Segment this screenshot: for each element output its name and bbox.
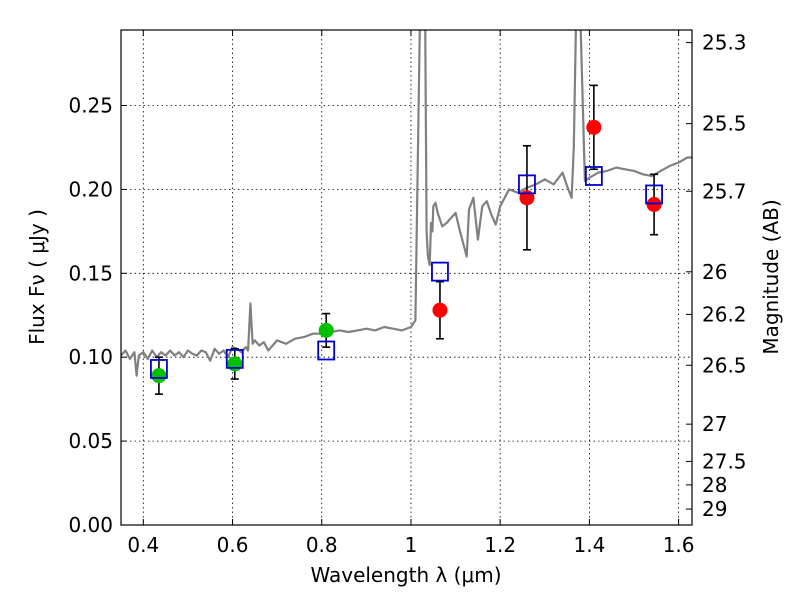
y-tick-label: 0.10 <box>68 345 113 369</box>
markers <box>150 119 663 384</box>
data-point <box>318 322 334 338</box>
y2-tick-label: 26 <box>702 260 727 284</box>
data-point <box>227 356 243 372</box>
y2-tick-label: 27.5 <box>702 449 747 473</box>
x-tick-label: 0.8 <box>306 533 338 557</box>
y2-tick-label: 25.3 <box>702 31 747 55</box>
y-tick-label: 0.15 <box>68 261 113 285</box>
data-point <box>151 368 167 384</box>
model-square <box>150 359 168 379</box>
grid <box>121 30 692 526</box>
model-square <box>317 340 336 361</box>
spectrum-line <box>121 30 692 377</box>
y2-tick-label: 25.5 <box>702 112 747 136</box>
x-tick-label: 0.4 <box>127 533 159 557</box>
data-point <box>432 302 448 318</box>
model-square <box>645 184 663 205</box>
y2-tick-label: 27 <box>702 412 727 436</box>
x-tick-label: 1.4 <box>573 533 605 557</box>
y2-tick-label: 26.2 <box>702 302 747 326</box>
model-square <box>518 174 536 195</box>
data-point <box>586 119 602 135</box>
axes: 0.4 0.6 0.8 1 1.2 1.4 1.6 0.00 0.05 0.10 0.15 0.20 0… <box>68 30 747 557</box>
y2-tick-label: 25.7 <box>702 179 747 203</box>
plot-area <box>121 30 692 377</box>
y-tick-label: 0.00 <box>68 513 113 537</box>
x-tick-label: 0.6 <box>217 533 249 557</box>
x-tick-label: 1 <box>405 533 418 557</box>
y2-tick-label: 28 <box>702 473 727 497</box>
x-axis-title: Wavelength λ (μm) <box>310 563 501 587</box>
y-tick-label: 0.25 <box>68 94 113 118</box>
y-axis-title: Flux Fν ( μJy ) <box>25 209 49 345</box>
y-tick-label: 0.20 <box>68 177 113 201</box>
y2-tick-label: 29 <box>702 497 727 521</box>
model-square <box>431 261 449 282</box>
y2-tick-label: 26.5 <box>702 353 747 377</box>
model-square <box>225 348 244 369</box>
x-tick-label: 1.2 <box>484 533 516 557</box>
y-tick-label: 0.05 <box>68 429 113 453</box>
data-point <box>646 197 662 213</box>
x-tick-label: 1.6 <box>663 533 695 557</box>
model-square <box>584 166 603 186</box>
y2-axis-title: Magnitude (AB) <box>759 199 783 354</box>
plot-frame <box>120 29 693 526</box>
